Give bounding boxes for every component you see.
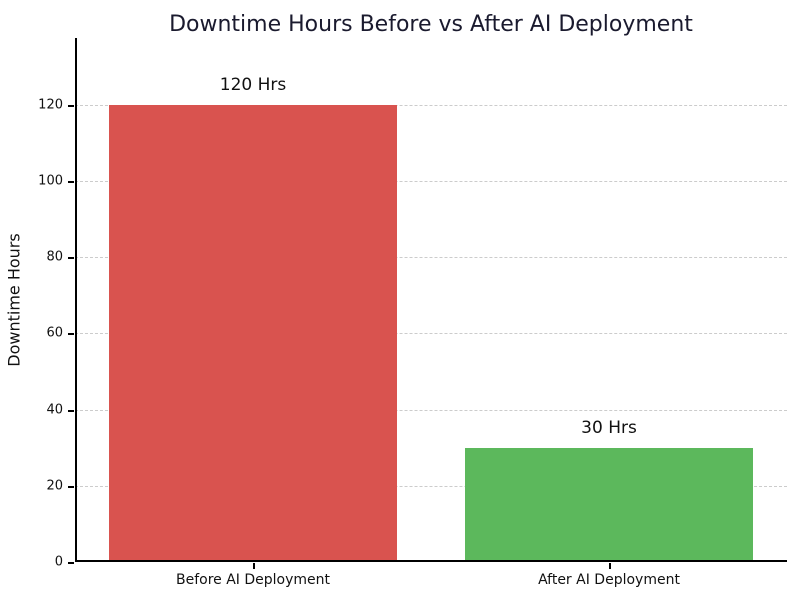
x-axis-spine <box>75 560 787 562</box>
y-axis-spine <box>75 38 77 562</box>
x-tick-label-0: Before AI Deployment <box>175 572 331 588</box>
y-tick-label-100: 100 <box>38 173 63 189</box>
gridline-20 <box>75 485 787 487</box>
y-tick-40 <box>68 409 74 412</box>
y-tick-20 <box>68 485 74 488</box>
y-tick-60 <box>68 333 74 336</box>
y-axis-label: Downtime Hours <box>4 233 24 367</box>
bar-value-label-0: 120 Hrs <box>219 74 287 95</box>
bar-after-ai-deployment <box>465 447 753 562</box>
y-tick-label-80: 80 <box>46 249 63 265</box>
x-tick-1 <box>609 563 611 569</box>
gridline-120 <box>75 104 787 106</box>
y-tick-label-60: 60 <box>46 325 63 341</box>
chart-title: Downtime Hours Before vs After AI Deploy… <box>169 12 693 37</box>
y-tick-label-20: 20 <box>46 478 63 494</box>
y-tick-0 <box>68 562 74 564</box>
bar-before-ai-deployment <box>109 104 397 562</box>
x-tick-0 <box>253 563 255 569</box>
y-tick-label-0: 0 <box>54 554 63 570</box>
y-tick-label-40: 40 <box>46 402 63 418</box>
gridline-100 <box>75 180 787 182</box>
gridline-80 <box>75 257 787 259</box>
gridline-40 <box>75 409 787 411</box>
y-tick-80 <box>68 257 74 260</box>
y-tick-120 <box>68 104 74 107</box>
y-tick-100 <box>68 180 74 183</box>
bar-value-label-1: 30 Hrs <box>581 417 637 438</box>
gridline-60 <box>75 333 787 335</box>
y-tick-label-120: 120 <box>38 97 63 113</box>
x-tick-label-1: After AI Deployment <box>538 572 680 588</box>
plot-area: 0 20 40 60 80 100 120 120 Hrs Before AI Deploym… <box>38 38 787 588</box>
